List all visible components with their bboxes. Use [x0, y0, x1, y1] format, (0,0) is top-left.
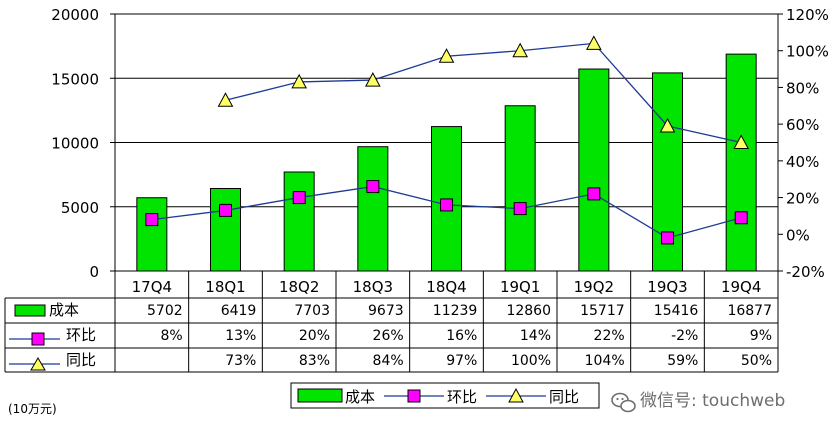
data-label: 6419	[221, 303, 257, 319]
x-tick-label: 17Q4	[132, 278, 172, 296]
bar-18Q3	[357, 146, 389, 272]
bar-19Q1	[504, 105, 536, 272]
y-left-tick-label: 5000	[61, 199, 99, 217]
y-right-tick-label: 60%	[786, 116, 819, 134]
line-series	[145, 35, 750, 245]
data-label: 83%	[299, 353, 330, 369]
marker-qoq	[587, 187, 601, 201]
legend-key-square	[407, 389, 421, 403]
row-header: 环比	[66, 326, 96, 344]
legend: 成本 环比 同比	[290, 382, 600, 409]
x-tick-label: 18Q1	[205, 278, 245, 296]
plot-border	[114, 13, 779, 272]
y-left-tick-label: 20000	[51, 6, 99, 24]
row-key-triangle	[30, 357, 46, 371]
marker-yoy	[585, 35, 602, 50]
data-label: 97%	[446, 353, 477, 369]
marker-qoq	[219, 203, 232, 217]
marker-qoq	[145, 213, 159, 227]
data-label: 14%	[520, 328, 551, 344]
data-label: 22%	[594, 328, 625, 344]
data-label: 26%	[373, 328, 404, 344]
line-yoy	[225, 42, 742, 144]
data-label: 100%	[511, 353, 551, 369]
marker-qoq	[661, 231, 674, 245]
marker-yoy	[512, 42, 529, 58]
unit-label: (10万元)	[8, 402, 57, 416]
bar-17Q4	[136, 197, 168, 272]
bar-18Q1	[210, 188, 241, 272]
y-right-tick-label: 120%	[786, 6, 829, 24]
marker-qoq	[440, 198, 453, 212]
marker-yoy	[733, 134, 750, 149]
row-header: 同比	[66, 351, 96, 369]
x-tick-label: 19Q2	[574, 278, 614, 296]
x-tick-label: 19Q3	[647, 278, 687, 296]
data-label: 104%	[585, 353, 625, 369]
data-label: 13%	[225, 328, 256, 344]
watermark: 微信号: touchweb	[611, 391, 785, 413]
y-right-tick-label: -20%	[786, 263, 825, 281]
row-key-square	[31, 332, 45, 346]
bar-series	[136, 53, 757, 272]
marker-yoy	[364, 72, 381, 87]
watermark-text: 微信号: touchweb	[640, 391, 785, 411]
y-right-tick-label: 40%	[786, 153, 819, 171]
marker-qoq	[366, 180, 380, 194]
marker-yoy	[659, 117, 676, 133]
data-label: 7703	[294, 303, 330, 319]
data-label: 20%	[299, 328, 330, 344]
legend-label: 成本	[345, 388, 375, 406]
y-right-tick-label: 80%	[786, 79, 819, 97]
data-label: -2%	[671, 328, 698, 344]
y-right-tick-label: 100%	[786, 43, 829, 61]
data-label: 11239	[433, 303, 478, 319]
axes: 0 5000 10000 15000 20000 -20% 0% 20% 40% 60% 80% 10…	[51, 6, 829, 281]
marker-yoy	[438, 48, 455, 63]
data-label: 50%	[741, 353, 772, 369]
data-label: 73%	[225, 353, 256, 369]
marker-yoy	[217, 92, 234, 107]
marker-yoy	[291, 73, 308, 89]
data-label: 5702	[147, 303, 183, 319]
data-label: 59%	[667, 353, 698, 369]
bar-19Q4	[725, 53, 757, 272]
y-left-tick-label: 15000	[51, 70, 99, 88]
y-right-tick-label: 0%	[786, 226, 810, 244]
wechat-icon	[611, 392, 636, 413]
legend-label: 同比	[549, 388, 579, 406]
row-key-cost	[14, 304, 46, 317]
data-label: 84%	[373, 353, 404, 369]
bar-18Q2	[283, 171, 315, 272]
legend-key-cost	[297, 388, 343, 403]
row-header: 成本	[49, 301, 79, 319]
data-label: 12860	[506, 303, 551, 319]
x-tick-label: 19Q4	[721, 278, 761, 296]
x-tick-label: 18Q4	[426, 278, 466, 296]
y-right-tick-label: 20%	[786, 190, 819, 208]
data-table: 17Q4 18Q1 18Q2 18Q3 18Q4 19Q1 19Q2 19Q3 19Q4 成本 57…	[4, 271, 779, 373]
data-label: 15717	[580, 303, 625, 319]
data-label: 16%	[446, 328, 477, 344]
data-label: 15416	[654, 303, 699, 319]
legend-key-triangle	[508, 387, 524, 403]
data-label: 9%	[750, 328, 772, 344]
x-tick-label: 18Q3	[353, 278, 393, 296]
x-tick-label: 19Q1	[500, 278, 540, 296]
data-label: 9673	[368, 303, 404, 319]
y-left-tick-label: 0	[89, 263, 99, 281]
marker-qoq	[513, 202, 527, 216]
legend-label: 环比	[447, 388, 477, 406]
y-left-tick-label: 10000	[51, 135, 99, 153]
bar-19Q2	[578, 68, 610, 272]
x-tick-label: 18Q2	[279, 278, 319, 296]
marker-qoq	[734, 211, 748, 225]
data-label: 16877	[727, 303, 772, 319]
marker-qoq	[292, 191, 306, 205]
data-label: 8%	[160, 328, 182, 344]
